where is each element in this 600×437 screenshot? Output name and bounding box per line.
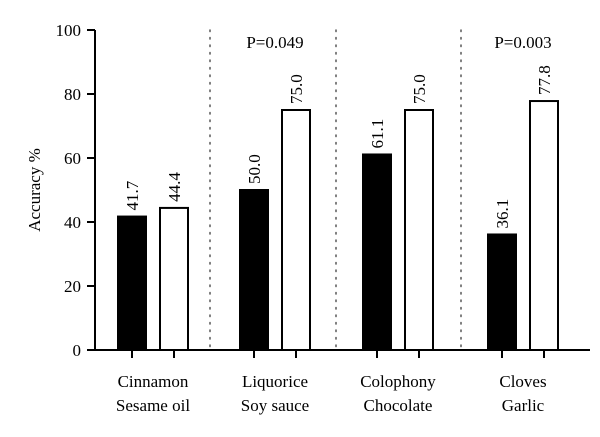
bar: [529, 100, 559, 352]
category-label: Garlic: [502, 396, 545, 415]
value-label: 61.1: [368, 119, 387, 149]
p-value-annotation: P=0.049: [246, 33, 303, 52]
category-label: Soy sauce: [241, 396, 309, 415]
category-label: Chocolate: [364, 396, 433, 415]
bar: [117, 215, 147, 351]
value-label: 75.0: [287, 74, 306, 104]
y-tick-label: 0: [73, 341, 82, 360]
bar: [281, 109, 311, 351]
category-label: Colophony: [360, 372, 436, 391]
value-label: 36.1: [493, 199, 512, 229]
value-label: 75.0: [410, 74, 429, 104]
y-tick-label: 100: [56, 21, 82, 40]
bar: [487, 233, 517, 351]
category-label: Liquorice: [242, 372, 308, 391]
category-label: Cloves: [499, 372, 546, 391]
value-label: 50.0: [245, 154, 264, 184]
value-label: 41.7: [123, 180, 142, 210]
bar: [404, 109, 434, 351]
value-label: 77.8: [535, 65, 554, 95]
bar: [159, 206, 189, 351]
category-label: Cinnamon: [118, 372, 189, 391]
p-value-annotation: P=0.003: [494, 33, 551, 52]
labels: 41.7 44.4 Cinnamon Sesame oil 50.0 75.0 Liquor…: [116, 33, 554, 415]
y-tick-label: 60: [64, 149, 81, 168]
category-label: Sesame oil: [116, 396, 190, 415]
y-tick-label: 20: [64, 277, 81, 296]
value-label: 44.4: [165, 172, 184, 202]
y-axis-label: Accuracy %: [25, 148, 44, 232]
bar: [239, 189, 269, 351]
y-tick-label: 80: [64, 85, 81, 104]
bar: [362, 153, 392, 351]
y-tick-label: 40: [64, 213, 81, 232]
bars: [117, 100, 559, 352]
group-separators: [209, 29, 462, 351]
